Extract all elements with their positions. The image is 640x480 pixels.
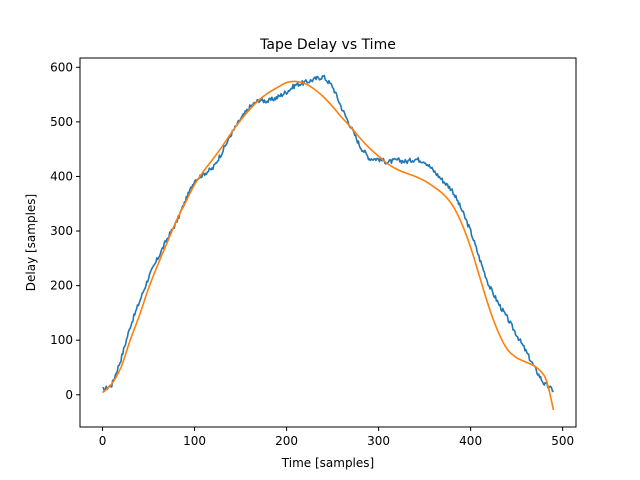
y-tick-label: 400 (50, 169, 73, 183)
chart-title: Tape Delay vs Time (259, 37, 396, 53)
x-tick-label: 0 (99, 434, 107, 448)
y-axis-label: Delay [samples] (24, 194, 38, 291)
series-line-smoothed (101, 80, 555, 411)
x-tick-label: 400 (459, 434, 482, 448)
x-tick-label: 100 (183, 434, 206, 448)
x-tick-label: 200 (275, 434, 298, 448)
y-tick-label: 500 (50, 115, 73, 129)
y-axis: 0 100 200 300 400 500 600 (50, 60, 80, 402)
y-tick-label: 600 (50, 60, 73, 74)
y-tick-label: 200 (50, 279, 73, 293)
series-layer (101, 74, 555, 411)
plot-frame (79, 57, 577, 428)
y-tick-label: 0 (65, 388, 73, 402)
x-tick-label: 300 (367, 434, 390, 448)
y-tick-label: 100 (50, 333, 73, 347)
y-tick-label: 300 (50, 224, 73, 238)
x-tick-label: 500 (551, 434, 574, 448)
x-axis: 0 100 200 300 400 500 (99, 427, 574, 448)
x-axis-label: Time [samples] (281, 456, 374, 470)
